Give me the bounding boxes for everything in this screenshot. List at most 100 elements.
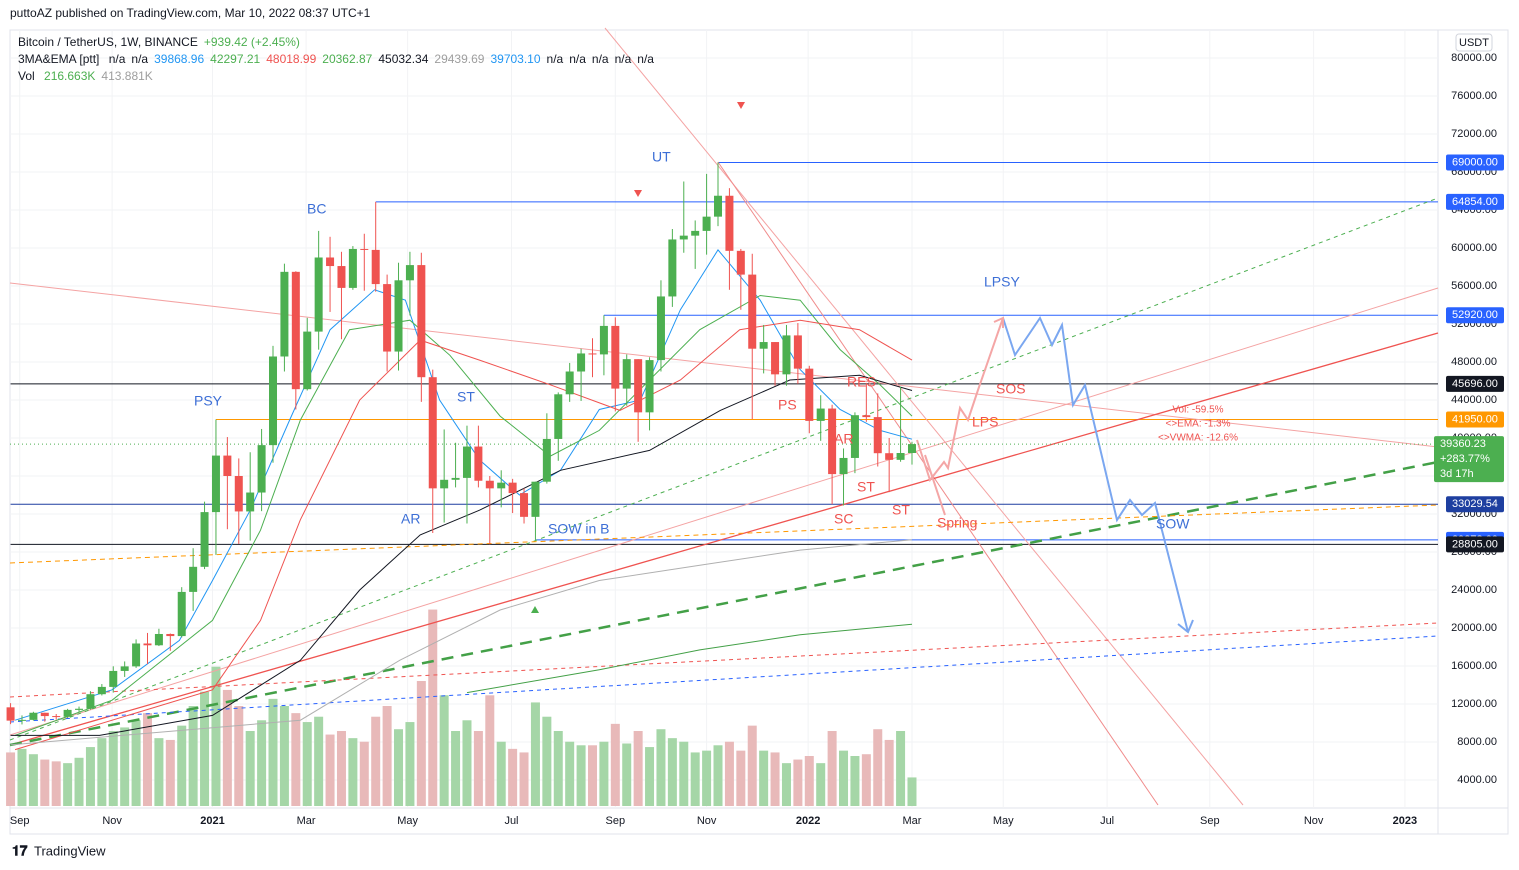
volume-bar	[804, 756, 814, 806]
volume-bar	[873, 729, 883, 806]
y-tick-label: 72000.00	[1451, 128, 1497, 140]
candle-body	[269, 356, 278, 446]
legend-value: n/a	[614, 52, 632, 66]
candle-body	[508, 482, 517, 494]
y-tick-label: 48000.00	[1451, 356, 1497, 368]
candle-body	[337, 266, 346, 288]
candle-body	[577, 353, 586, 372]
volume-bar	[530, 702, 540, 806]
candle-body	[542, 438, 551, 482]
logo-mark: 𝟏𝟕	[12, 843, 28, 859]
x-tick-label: 2021	[200, 815, 224, 827]
candle-body	[622, 359, 631, 389]
candle-body	[816, 408, 825, 421]
volume-bar	[291, 713, 301, 806]
candle-body	[873, 417, 882, 454]
volume-bar	[257, 720, 267, 806]
candle-body	[234, 476, 243, 512]
volume-bar	[485, 695, 495, 806]
volume-bar	[770, 752, 780, 806]
candle-body	[714, 195, 723, 217]
candle-body	[154, 633, 163, 646]
projection-path	[1002, 315, 1189, 633]
x-tick-label: 2022	[796, 815, 820, 827]
candle-body	[394, 280, 403, 352]
candle-body	[189, 566, 198, 592]
candle-body	[200, 512, 209, 567]
volume-bar	[74, 757, 84, 806]
x-tick-label: Mar	[297, 815, 316, 827]
candle-body	[360, 248, 369, 250]
last-price-change: +283.77%	[1440, 453, 1490, 465]
currency[interactable]: USDT	[1459, 37, 1489, 49]
trendline	[9, 332, 1439, 746]
price-label-bg	[1446, 193, 1504, 210]
candle-body	[223, 455, 232, 477]
volume-bar	[405, 722, 415, 806]
volume-bar	[576, 745, 586, 806]
volume-bar	[428, 609, 438, 806]
legend-value: 42297.21	[210, 52, 261, 66]
y-tick-label: 16000.00	[1451, 660, 1497, 672]
x-tick-label: Nov	[697, 815, 717, 827]
volume-bar	[679, 741, 689, 806]
volume-bar	[85, 747, 95, 806]
volume-bar	[553, 731, 563, 806]
annotation: AR	[834, 431, 853, 447]
indicator-legend: 3MA&EMA [ptt] n/a n/a 39868.96 42297.21 4801…	[18, 52, 660, 66]
volume-bar	[154, 738, 164, 806]
candle-body	[862, 415, 871, 418]
currency-badge[interactable]	[1455, 33, 1493, 52]
candle-body	[497, 482, 506, 489]
y-tick-label: 60000.00	[1451, 242, 1497, 254]
volume-bar	[142, 713, 152, 806]
candle-body	[257, 445, 266, 493]
volume-bar	[302, 722, 312, 806]
volume-bar	[861, 754, 871, 806]
candle-body	[291, 271, 300, 390]
volume-bar	[51, 761, 61, 806]
candle-body	[805, 368, 814, 421]
layer	[6, 162, 1438, 751]
volume-bar	[245, 731, 255, 806]
candle-body	[177, 591, 186, 637]
volume-bar	[508, 748, 518, 806]
candle-body	[143, 643, 152, 646]
signal-marker	[634, 190, 642, 197]
trendline	[717, 161, 1159, 806]
volume-bar	[416, 681, 426, 806]
volume-bar	[279, 706, 289, 806]
candle-body	[417, 265, 426, 378]
candle-body	[896, 453, 905, 460]
volume-bar	[827, 731, 837, 806]
volume-legend: Vol 216.663K 413.881K	[18, 69, 159, 83]
volume-bar	[633, 731, 643, 806]
moving-average	[10, 374, 913, 736]
legend-value: n/a	[637, 52, 654, 66]
annotation: PS	[778, 397, 797, 413]
candle-body	[611, 325, 620, 389]
chart-frame	[9, 29, 1509, 835]
volume-bar	[200, 691, 210, 806]
candle-body	[383, 284, 392, 352]
volume-bar	[268, 698, 278, 806]
candle-body	[246, 492, 255, 512]
volume-bar	[884, 739, 894, 806]
volume-bar	[713, 745, 723, 806]
volume-name: Vol	[18, 69, 35, 83]
candle-body	[759, 342, 768, 349]
annotation: LPSY	[984, 274, 1020, 290]
volume-bar	[645, 747, 655, 806]
candle-body	[850, 415, 859, 458]
candle-body	[485, 480, 494, 489]
y-tick-label: 56000.00	[1451, 280, 1497, 292]
legend-value: 413.881K	[101, 69, 153, 83]
price-label: 28805.00	[1452, 538, 1498, 550]
price-label-bg	[1446, 496, 1504, 513]
volume-bar	[382, 706, 392, 806]
candle-body	[736, 250, 745, 275]
candle-body	[132, 643, 141, 667]
annotation: AR	[401, 511, 420, 527]
candle-body	[428, 377, 437, 489]
y-tick-label: 44000.00	[1451, 394, 1497, 406]
